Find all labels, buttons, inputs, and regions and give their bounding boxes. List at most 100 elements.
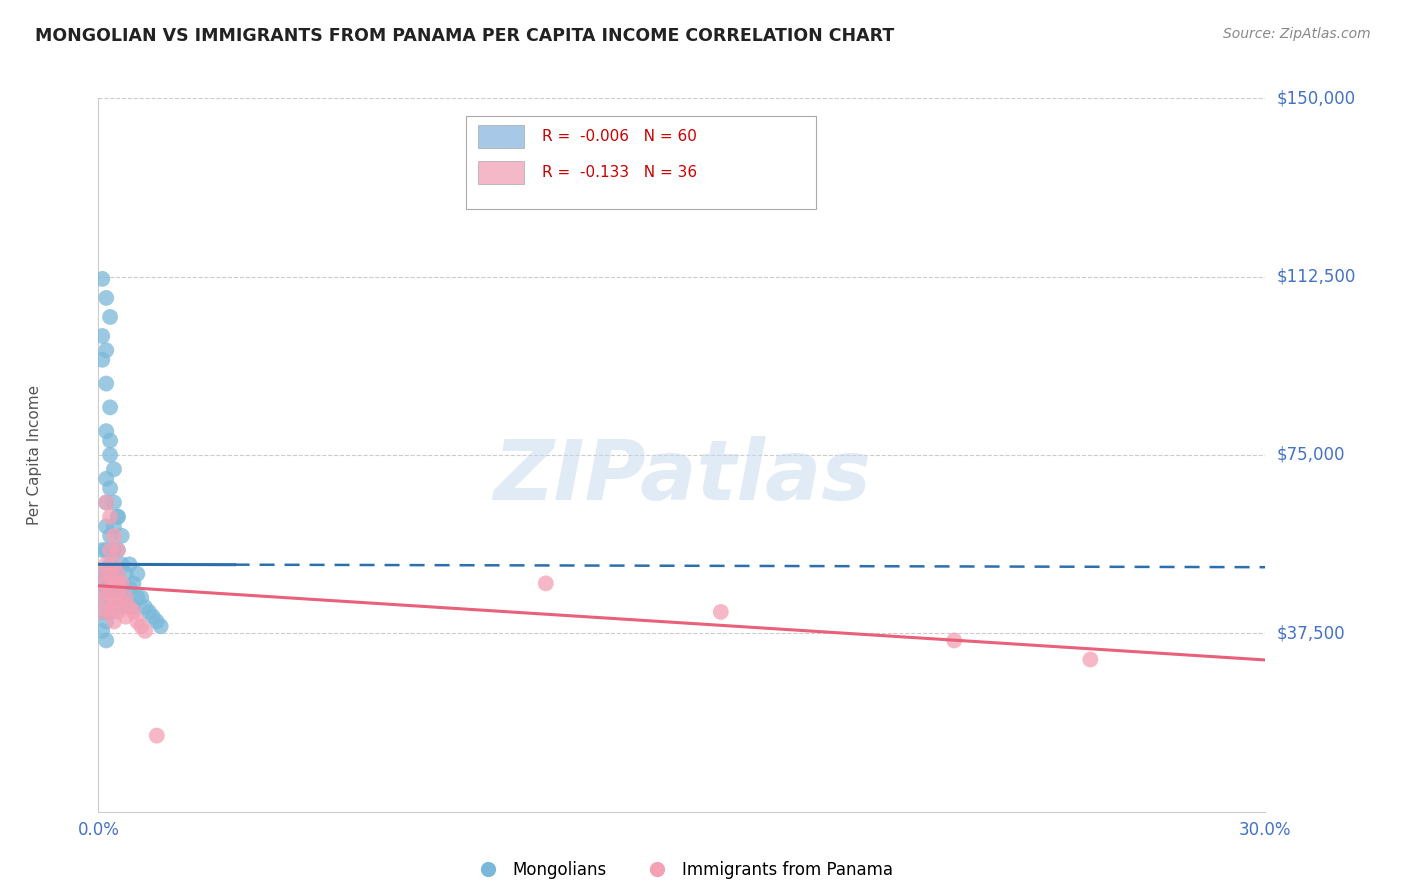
Point — [98, 543, 121, 558]
Point — [146, 729, 169, 743]
Point — [149, 619, 172, 633]
Point — [96, 424, 118, 438]
Point — [107, 591, 129, 605]
Point — [107, 543, 129, 558]
Point — [114, 609, 136, 624]
Point — [118, 581, 141, 595]
Text: Source: ZipAtlas.com: Source: ZipAtlas.com — [1223, 27, 1371, 41]
Point — [134, 600, 156, 615]
Point — [103, 566, 125, 581]
Point — [91, 566, 114, 581]
Point — [111, 595, 134, 609]
Text: Per Capita Income: Per Capita Income — [27, 384, 42, 525]
Point — [96, 576, 118, 591]
Text: $37,500: $37,500 — [1277, 624, 1346, 642]
Bar — [478, 125, 524, 148]
Point — [96, 581, 118, 595]
Point — [103, 558, 125, 572]
Point — [96, 495, 118, 509]
Point — [111, 581, 134, 595]
Point — [127, 591, 149, 605]
Point — [98, 448, 121, 462]
Text: R =  -0.006   N = 60: R = -0.006 N = 60 — [541, 129, 697, 145]
Point — [91, 591, 114, 605]
Point — [91, 586, 114, 600]
Point — [91, 576, 114, 591]
Point — [98, 401, 121, 415]
Point — [943, 633, 966, 648]
Point — [91, 329, 114, 343]
Point — [96, 615, 118, 629]
Point — [91, 566, 114, 581]
Point — [96, 566, 118, 581]
Legend: Mongolians, Immigrants from Panama: Mongolians, Immigrants from Panama — [464, 855, 900, 886]
Point — [91, 605, 114, 619]
Point — [98, 586, 121, 600]
Point — [98, 481, 121, 495]
Point — [98, 558, 121, 572]
Point — [98, 605, 121, 619]
Point — [103, 615, 125, 629]
Point — [111, 600, 134, 615]
Text: ZIPatlas: ZIPatlas — [494, 436, 870, 516]
Point — [91, 605, 114, 619]
Point — [96, 543, 118, 558]
Point — [107, 586, 129, 600]
Point — [118, 558, 141, 572]
Bar — [478, 161, 524, 184]
Point — [107, 605, 129, 619]
Point — [98, 509, 121, 524]
Point — [98, 605, 121, 619]
Point — [114, 591, 136, 605]
Point — [96, 291, 118, 305]
Point — [96, 633, 118, 648]
Point — [534, 576, 557, 591]
Point — [103, 529, 125, 543]
Point — [122, 600, 145, 615]
Point — [96, 495, 118, 509]
Point — [103, 543, 125, 558]
FancyBboxPatch shape — [465, 116, 815, 209]
Point — [134, 624, 156, 638]
Point — [127, 566, 149, 581]
Point — [103, 586, 125, 600]
Text: R =  -0.133   N = 36: R = -0.133 N = 36 — [541, 165, 697, 180]
Point — [138, 605, 160, 619]
Point — [103, 576, 125, 591]
Point — [107, 543, 129, 558]
Point — [107, 566, 129, 581]
Point — [98, 310, 121, 324]
Point — [96, 558, 118, 572]
Point — [98, 566, 121, 581]
Point — [98, 529, 121, 543]
Point — [98, 434, 121, 448]
Point — [91, 624, 114, 638]
Point — [114, 566, 136, 581]
Text: $150,000: $150,000 — [1277, 89, 1355, 107]
Point — [111, 576, 134, 591]
Point — [96, 595, 118, 609]
Point — [127, 615, 149, 629]
Text: MONGOLIAN VS IMMIGRANTS FROM PANAMA PER CAPITA INCOME CORRELATION CHART: MONGOLIAN VS IMMIGRANTS FROM PANAMA PER … — [35, 27, 894, 45]
Point — [98, 576, 121, 591]
Point — [103, 462, 125, 476]
Point — [710, 605, 733, 619]
Point — [1080, 652, 1102, 666]
Point — [107, 566, 129, 581]
Point — [111, 529, 134, 543]
Point — [107, 509, 129, 524]
Point — [142, 609, 165, 624]
Point — [96, 376, 118, 391]
Point — [122, 605, 145, 619]
Point — [91, 272, 114, 286]
Point — [103, 595, 125, 609]
Point — [96, 519, 118, 533]
Point — [129, 619, 152, 633]
Point — [107, 509, 129, 524]
Point — [146, 615, 169, 629]
Point — [96, 343, 118, 358]
Point — [122, 576, 145, 591]
Point — [103, 519, 125, 533]
Point — [114, 591, 136, 605]
Point — [129, 591, 152, 605]
